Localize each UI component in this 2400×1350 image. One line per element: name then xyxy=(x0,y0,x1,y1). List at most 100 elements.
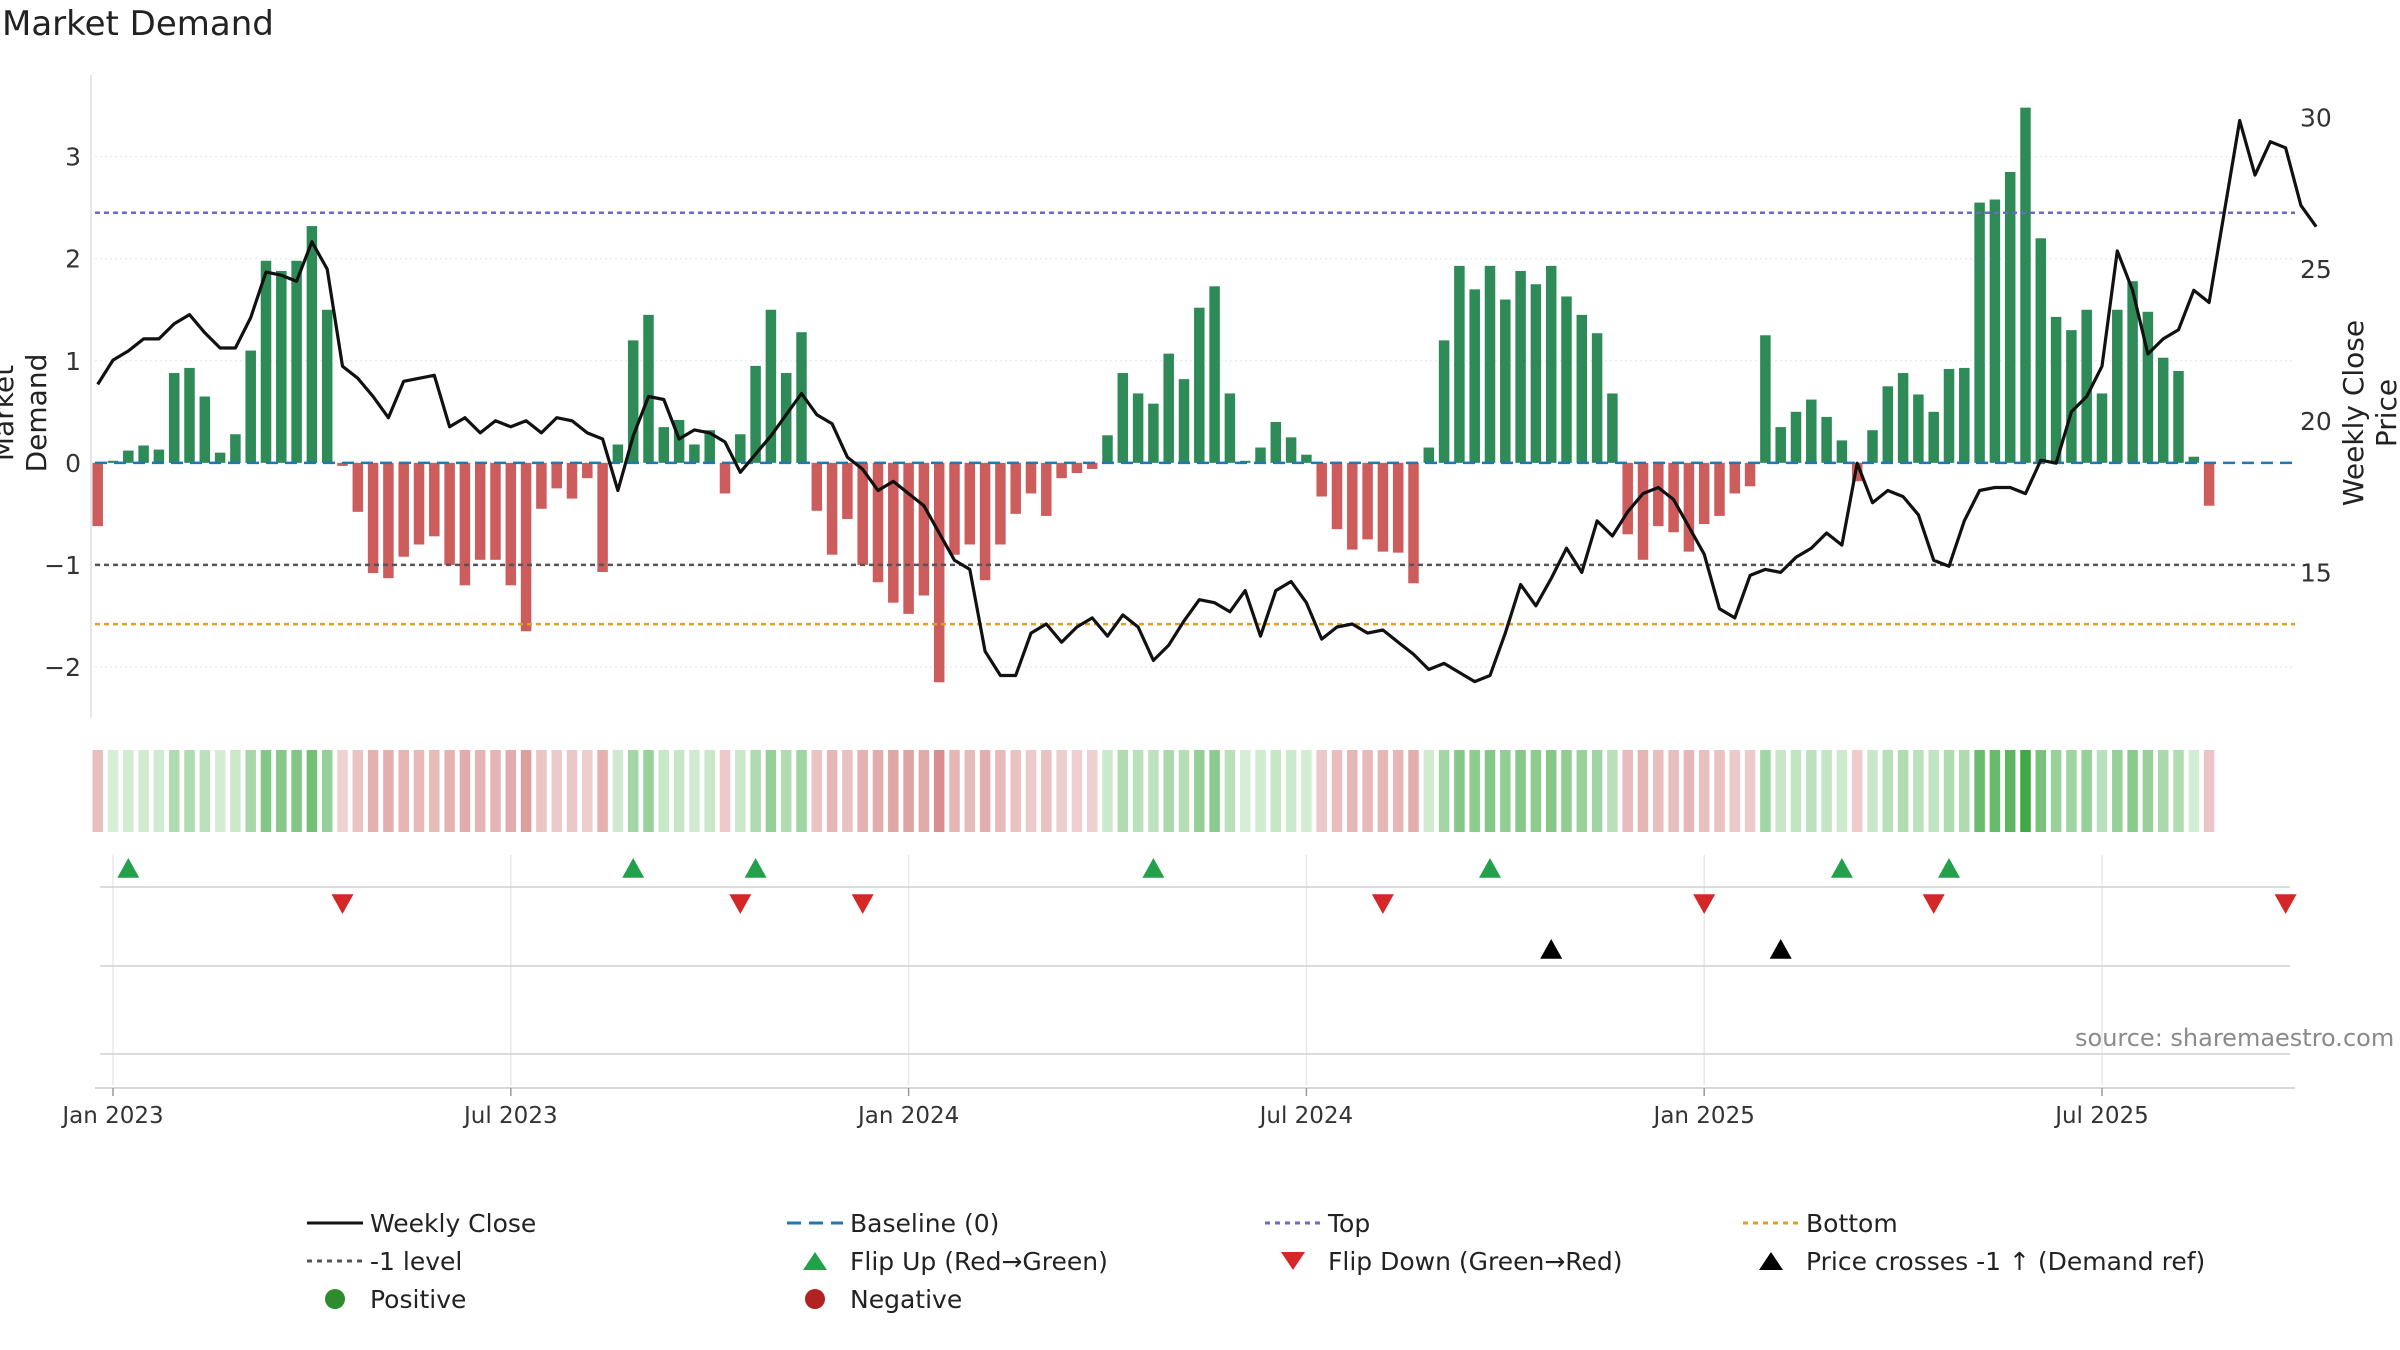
left-tick-label: −2 xyxy=(44,653,81,682)
negative-bar xyxy=(505,462,517,586)
positive-bar xyxy=(1943,368,1955,463)
heat-cell xyxy=(2081,750,2092,832)
legend-weekly-close: Weekly Close xyxy=(300,1208,536,1238)
negative-bar xyxy=(872,462,884,583)
legend-label: Weekly Close xyxy=(370,1208,537,1238)
negative-bar xyxy=(1653,462,1664,527)
heat-cell xyxy=(1821,750,1832,832)
negative-bar xyxy=(520,462,532,632)
positive-bar xyxy=(2066,330,2077,463)
heat-cell xyxy=(1760,750,1771,832)
negative-bar xyxy=(92,462,103,527)
legend-baseline: Baseline (0) xyxy=(780,1208,999,1238)
positive-bar xyxy=(1148,403,1159,463)
flip-down-marker xyxy=(1371,894,1394,914)
negative-bar xyxy=(597,462,608,573)
legend-minus-one: -1 level xyxy=(300,1246,462,1276)
positive-bar xyxy=(321,309,333,463)
heat-cell xyxy=(2004,750,2016,832)
heat-cell xyxy=(796,750,807,832)
negative-bar xyxy=(1683,462,1695,552)
negative-bar xyxy=(1377,462,1389,552)
negative-bar xyxy=(1010,462,1021,514)
positive-bar xyxy=(1454,265,1465,463)
dash-line-icon xyxy=(780,1208,850,1238)
x-tick-label: Jan 2025 xyxy=(1652,1103,1755,1129)
positive-bar xyxy=(153,449,165,463)
positive-bar xyxy=(765,309,777,463)
heat-cell xyxy=(413,750,425,832)
heat-cell xyxy=(1561,750,1572,832)
positive-bar xyxy=(2004,171,2016,463)
flip-up-marker xyxy=(622,858,645,878)
dot-line-icon xyxy=(1736,1208,1806,1238)
positive-bar xyxy=(1132,393,1144,463)
heat-cell xyxy=(719,750,731,832)
heat-cell xyxy=(689,750,700,832)
positive-bar xyxy=(123,450,134,463)
negative-bar xyxy=(933,462,945,683)
negative-bar xyxy=(842,462,853,519)
positive-bar xyxy=(1821,416,1832,463)
heat-cell xyxy=(2020,750,2031,832)
heat-cell xyxy=(918,750,930,832)
heat-cell xyxy=(383,750,394,832)
positive-bar xyxy=(1928,411,1939,463)
positive-bar xyxy=(1224,393,1236,463)
negative-bar xyxy=(459,462,471,586)
heat-cell xyxy=(704,750,715,832)
positive-bar xyxy=(1591,333,1603,463)
chart-title: Market Demand xyxy=(2,4,274,44)
negative-bar xyxy=(979,462,991,581)
heat-cell xyxy=(888,750,899,832)
heat-cell xyxy=(673,750,685,832)
heat-cell xyxy=(1897,750,1909,832)
heat-cell xyxy=(1194,750,1205,832)
positive-bar xyxy=(1775,427,1786,463)
heat-cell xyxy=(933,750,945,832)
positive-bar xyxy=(2112,309,2123,463)
heat-cell xyxy=(1806,750,1817,832)
heat-cell xyxy=(1545,750,1557,832)
negative-bar xyxy=(429,462,440,537)
circle-icon xyxy=(300,1284,370,1314)
right-tick-label: 25 xyxy=(2300,255,2332,284)
weekly-close-line xyxy=(96,118,2318,684)
heat-cell xyxy=(1255,750,1266,832)
positive-bar xyxy=(1974,202,1985,463)
solid-line-icon xyxy=(300,1208,370,1238)
negative-bar xyxy=(903,462,914,614)
positive-bar xyxy=(1836,440,1848,463)
positive-bar xyxy=(1959,367,1970,463)
positive-bar xyxy=(291,260,302,463)
positive-bar xyxy=(2035,238,2047,463)
heat-cell xyxy=(627,750,639,832)
heat-cell xyxy=(1683,750,1695,832)
heat-cell xyxy=(260,750,272,832)
flip-down-marker xyxy=(1693,894,1716,914)
heat-cell xyxy=(490,750,501,832)
heat-cell xyxy=(1851,750,1863,832)
heat-cell xyxy=(398,750,409,832)
source-credit: source: sharemaestro.com xyxy=(2075,1024,2395,1052)
heat-cell xyxy=(459,750,471,832)
x-tick-label: Jul 2025 xyxy=(2053,1103,2149,1129)
heat-cell xyxy=(872,750,884,832)
negative-bar xyxy=(566,462,578,499)
positive-bar xyxy=(780,373,792,463)
heat-cell xyxy=(1071,750,1083,832)
heat-cell xyxy=(1056,750,1067,832)
heat-cell xyxy=(765,750,777,832)
positive-bar xyxy=(1209,286,1220,463)
heat-cell xyxy=(1239,750,1251,832)
heat-cell xyxy=(2188,750,2200,832)
heat-cell xyxy=(1347,750,1358,832)
heat-cell xyxy=(1331,750,1343,832)
heat-cell xyxy=(1224,750,1236,832)
heat-cell xyxy=(230,750,241,832)
flip-up-marker xyxy=(1938,858,1960,878)
negative-bar xyxy=(367,462,379,574)
heat-cell xyxy=(1882,750,1894,832)
positive-bar xyxy=(260,260,272,463)
